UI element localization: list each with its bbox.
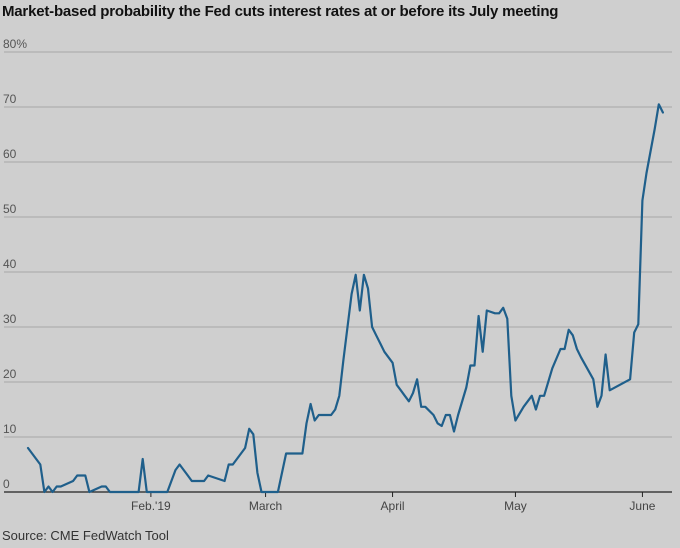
y-tick-label: 40 [3, 257, 17, 271]
y-axis-ticks: 80% 70 60 50 40 30 20 10 0 [3, 37, 27, 491]
y-tick-label: 50 [3, 202, 17, 216]
series-line-0 [26, 103, 665, 494]
x-tick-label: Feb.'19 [131, 499, 171, 513]
x-axis-ticks: Feb.'19 March April May June [131, 492, 656, 513]
chart-title: Market-based probability the Fed cuts in… [2, 3, 559, 20]
y-tick-label: 20 [3, 367, 17, 381]
grid-lines [4, 51, 672, 493]
x-tick-label: June [629, 499, 655, 513]
y-tick-label: 0 [3, 477, 10, 491]
x-tick-label: April [381, 499, 405, 513]
y-tick-label: 60 [3, 147, 17, 161]
y-tick-label: 70 [3, 92, 17, 106]
x-tick-label: March [249, 499, 282, 513]
y-tick-label: 30 [3, 312, 17, 326]
y-tick-label: 10 [3, 422, 17, 436]
y-tick-label: 80% [3, 37, 27, 51]
source-note: Source: CME FedWatch Tool [2, 528, 169, 543]
x-tick-label: May [504, 499, 527, 513]
series-group [26, 103, 665, 494]
